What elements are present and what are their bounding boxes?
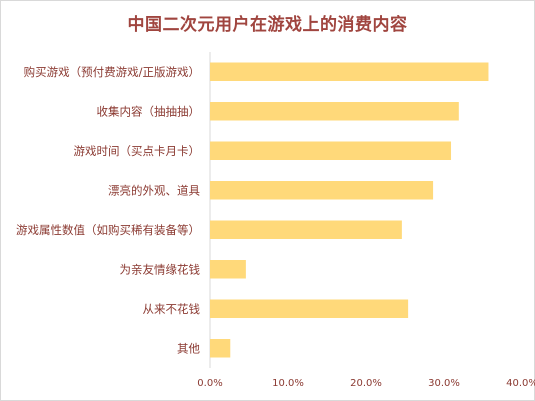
bar-1 (210, 102, 459, 121)
category-label-0: 购买游戏（预付费游戏/正版游戏） (24, 65, 200, 79)
bar-2 (210, 141, 452, 160)
bar-5 (210, 260, 246, 279)
x-tick-label-1: 10.0% (272, 378, 304, 389)
category-label-4: 游戏属性数值（如购买稀有装备等） (16, 223, 200, 237)
x-tick-label-2: 20.0% (350, 378, 382, 389)
category-label-6: 从来不花钱 (143, 302, 201, 316)
bar-0 (210, 62, 489, 81)
x-tick-label-0: 0.0% (197, 378, 222, 389)
x-tick-label-4: 40.0% (506, 378, 535, 389)
bar-7 (210, 339, 231, 358)
category-label-7: 其他 (177, 341, 200, 355)
chart-title: 中国二次元用户在游戏上的消费内容 (127, 15, 408, 35)
category-label-2: 游戏时间（买点卡月卡） (74, 144, 201, 158)
bar-4 (210, 220, 402, 239)
category-label-1: 收集内容（抽抽抽） (97, 104, 201, 118)
x-tick-label-3: 30.0% (428, 378, 460, 389)
category-label-5: 为亲友情缘花钱 (120, 262, 201, 276)
bar-6 (210, 299, 409, 318)
category-label-3: 漂亮的外观、道具 (108, 183, 200, 197)
bar-3 (210, 181, 434, 200)
